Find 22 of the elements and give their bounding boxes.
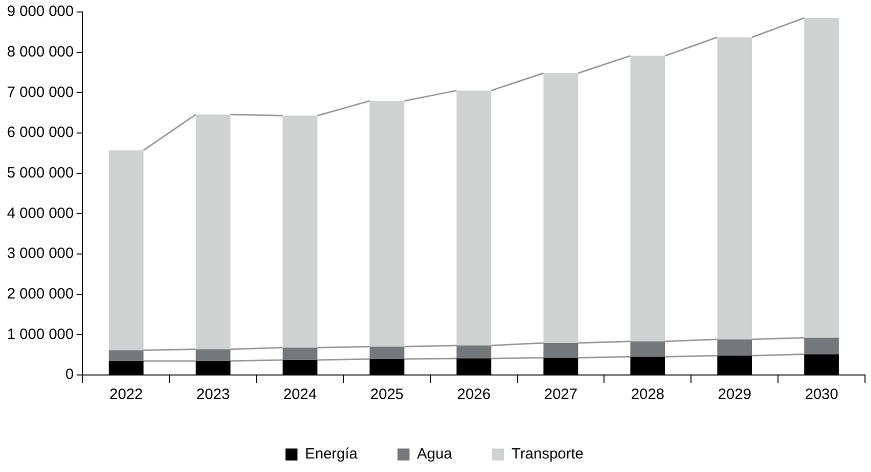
y-tick-label: 0 [65, 366, 74, 384]
x-tick-label: 2027 [544, 386, 578, 404]
y-tick-label: 9 000 000 [6, 3, 74, 20]
x-tick-label: 2024 [283, 386, 317, 404]
y-tick-label: 3 000 000 [6, 245, 74, 262]
x-tick-label: 2022 [110, 386, 143, 404]
x-tick-label: 2023 [196, 386, 230, 404]
legend-label: Transporte [512, 446, 584, 463]
y-tick-label: 8 000 000 [6, 43, 74, 60]
x-tick-label: 2029 [718, 386, 752, 404]
legend-label: Energía [304, 446, 358, 463]
y-tick-label: 5 000 000 [6, 164, 74, 182]
legend-label: Agua [417, 446, 453, 463]
y-tick-label: 6 000 000 [6, 124, 74, 142]
x-tick-label: 2026 [457, 386, 491, 404]
y-tick-label: 2 000 000 [6, 285, 74, 302]
y-tick-label: 7 000 000 [6, 84, 74, 101]
x-tick-label: 2025 [370, 386, 404, 404]
x-tick-label: 2030 [804, 386, 838, 404]
x-tick-label: 2028 [631, 386, 664, 404]
y-tick-label: 4 000 000 [6, 204, 74, 222]
y-tick-label: 1 000 000 [6, 326, 74, 343]
